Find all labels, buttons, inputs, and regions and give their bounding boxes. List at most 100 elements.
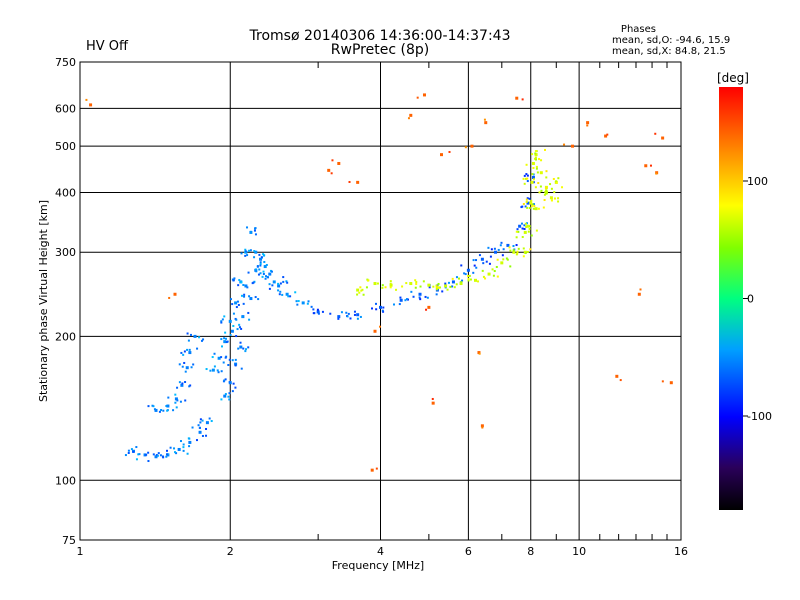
echo-speck bbox=[188, 385, 191, 388]
echo-speck bbox=[490, 248, 493, 251]
echo-speck bbox=[249, 249, 252, 252]
colorbar-tick-label: 0 bbox=[747, 293, 754, 306]
echo-speck bbox=[438, 286, 441, 289]
data-point bbox=[230, 329, 234, 333]
echo-speck bbox=[538, 158, 541, 161]
echo-speck bbox=[435, 284, 438, 287]
echo-speck bbox=[244, 254, 247, 257]
echo-speck bbox=[563, 143, 566, 146]
echo-speck bbox=[130, 448, 133, 451]
echo-speck bbox=[382, 306, 385, 309]
echo-speck bbox=[482, 275, 485, 278]
echo-speck bbox=[532, 178, 535, 181]
echo-speck bbox=[488, 262, 491, 265]
echo-speck bbox=[178, 381, 181, 384]
echo-speck bbox=[205, 427, 208, 430]
echo-speck bbox=[508, 246, 511, 249]
echo-speck bbox=[232, 312, 235, 315]
echo-speck bbox=[259, 261, 262, 264]
echo-speck bbox=[530, 205, 533, 208]
echo-speck bbox=[205, 434, 208, 437]
echo-speck bbox=[157, 452, 160, 455]
echo-speck bbox=[227, 395, 230, 398]
echo-speck bbox=[555, 180, 558, 183]
echo-speck bbox=[197, 424, 200, 427]
echo-speck bbox=[188, 437, 191, 440]
phase-o-stats: mean, sd,O: -94.6, 15.9 bbox=[612, 35, 730, 46]
echo-speck bbox=[165, 405, 168, 408]
echo-speck bbox=[516, 252, 519, 255]
echo-speck bbox=[414, 279, 417, 282]
y-tick-label: 75 bbox=[62, 534, 76, 547]
echo-speck bbox=[268, 283, 271, 286]
echo-speck bbox=[257, 273, 260, 276]
echo-speck bbox=[512, 245, 515, 248]
echo-speck bbox=[235, 335, 238, 338]
echo-speck bbox=[224, 331, 227, 334]
data-point bbox=[228, 319, 232, 323]
echo-speck bbox=[183, 350, 186, 353]
echo-speck bbox=[166, 409, 169, 412]
data-point bbox=[379, 305, 382, 309]
echo-speck bbox=[389, 280, 392, 283]
echo-speck bbox=[347, 312, 350, 315]
echo-speck bbox=[553, 197, 556, 200]
echo-speck bbox=[259, 264, 262, 267]
data-point bbox=[193, 334, 197, 338]
echo-speck bbox=[262, 270, 265, 273]
x-tick-label: 1 bbox=[77, 545, 84, 558]
echo-speck bbox=[545, 176, 548, 179]
echo-speck bbox=[240, 367, 243, 370]
echo-speck bbox=[213, 352, 216, 355]
echo-speck bbox=[201, 419, 204, 422]
echo-speck bbox=[152, 453, 155, 456]
echo-speck bbox=[437, 286, 440, 289]
echo-speck bbox=[419, 285, 422, 288]
echo-speck bbox=[178, 363, 181, 366]
echo-speck bbox=[530, 199, 533, 202]
echo-speck bbox=[534, 156, 537, 159]
echo-speck bbox=[506, 258, 509, 261]
data-point bbox=[409, 113, 413, 117]
echo-speck bbox=[540, 159, 543, 162]
echo-speck bbox=[428, 286, 431, 289]
echo-speck bbox=[331, 159, 334, 162]
echo-speck bbox=[258, 253, 261, 256]
echo-speck bbox=[246, 254, 249, 257]
echo-speck bbox=[444, 282, 447, 285]
echo-speck bbox=[200, 339, 203, 342]
echo-speck bbox=[174, 451, 177, 454]
echo-speck bbox=[528, 225, 531, 228]
data-point bbox=[188, 440, 192, 444]
colorbar-tick-label: -100 bbox=[747, 410, 772, 423]
echo-speck bbox=[538, 191, 541, 194]
echo-speck bbox=[174, 401, 177, 404]
data-point bbox=[422, 93, 426, 97]
data-point bbox=[205, 421, 209, 425]
echo-speck bbox=[235, 306, 238, 309]
echo-speck bbox=[435, 286, 438, 289]
echo-speck bbox=[359, 286, 362, 289]
echo-speck bbox=[460, 281, 463, 284]
echo-speck bbox=[654, 132, 657, 135]
echo-speck bbox=[655, 172, 658, 175]
echo-speck bbox=[247, 271, 250, 274]
echo-speck bbox=[244, 350, 247, 353]
chart-title-line1: Tromsø 20140306 14:36:00-14:37:43 bbox=[249, 28, 511, 44]
echo-speck bbox=[523, 228, 526, 231]
x-tick-label: 8 bbox=[527, 545, 534, 558]
echo-speck bbox=[356, 317, 359, 320]
echo-speck bbox=[222, 361, 225, 364]
echo-speck bbox=[384, 286, 387, 289]
data-point bbox=[154, 455, 158, 459]
echo-speck bbox=[379, 325, 382, 328]
echo-speck bbox=[553, 191, 556, 194]
echo-speck bbox=[461, 279, 464, 282]
echo-speck bbox=[496, 258, 499, 261]
echo-speck bbox=[436, 284, 439, 287]
plot-area bbox=[79, 61, 682, 541]
echo-speck bbox=[389, 286, 392, 289]
echo-speck bbox=[529, 248, 532, 251]
x-axis-label: Frequency [MHz] bbox=[332, 559, 424, 572]
echo-speck bbox=[493, 270, 496, 273]
